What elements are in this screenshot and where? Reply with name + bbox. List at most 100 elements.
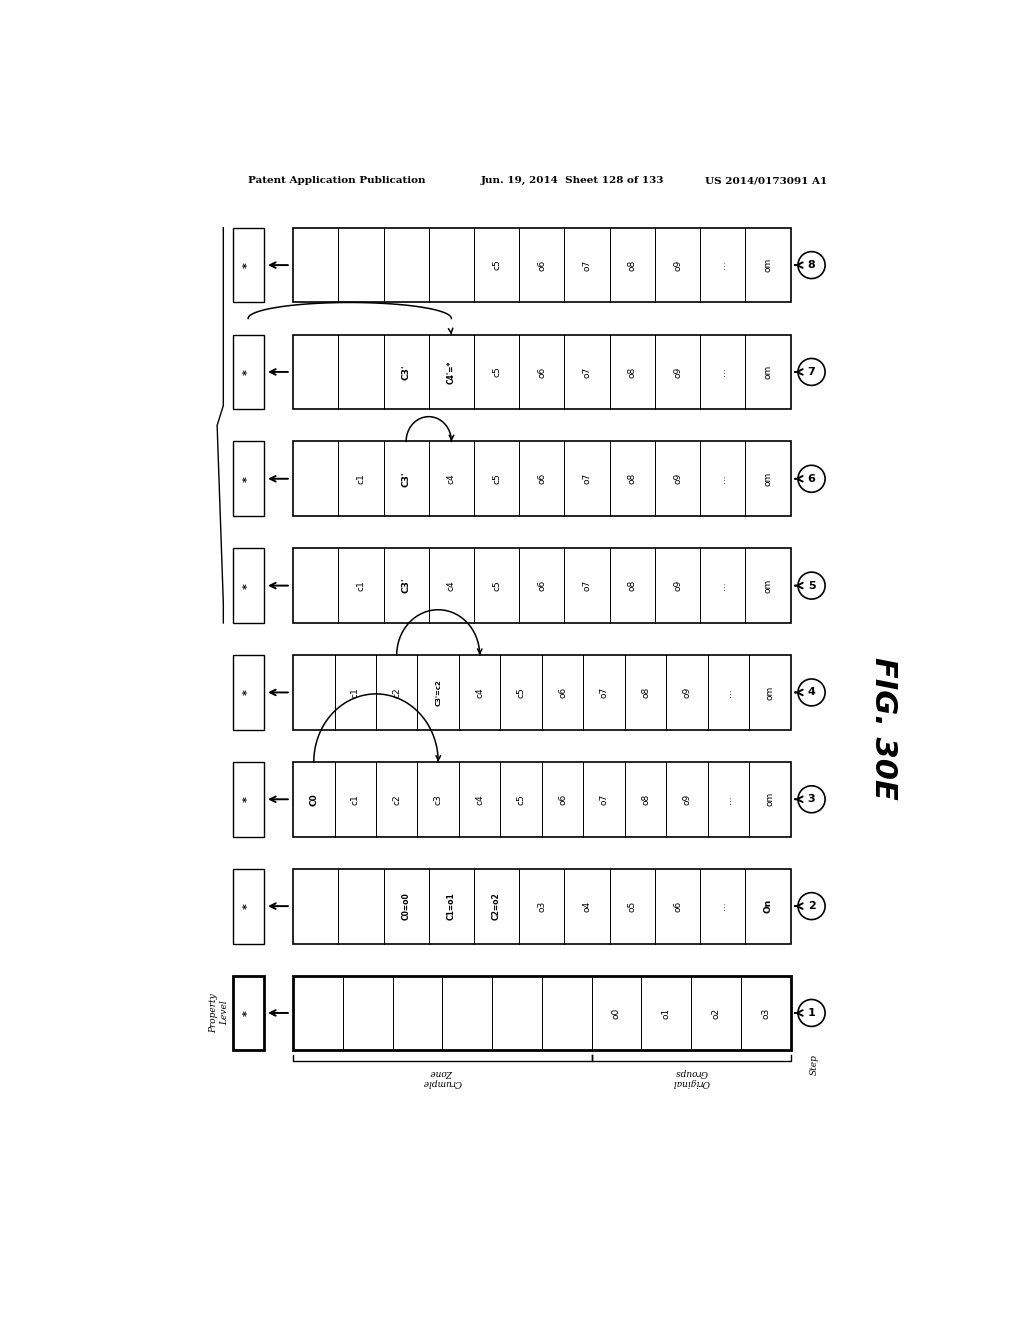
Text: C3': C3': [401, 364, 411, 380]
Text: C0: C0: [309, 793, 318, 805]
Text: c1: c1: [351, 688, 359, 698]
Text: om: om: [764, 471, 772, 486]
Text: o3: o3: [761, 1007, 770, 1019]
Text: om: om: [764, 578, 772, 593]
Bar: [232, 869, 263, 944]
Text: om: om: [764, 364, 772, 379]
Text: c3: c3: [434, 793, 442, 805]
Text: Original
Groups: Original Groups: [673, 1068, 710, 1088]
Text: o9: o9: [682, 686, 691, 698]
Bar: [293, 655, 791, 730]
Text: o8: o8: [628, 579, 637, 591]
Text: C3': C3': [401, 471, 411, 487]
Text: ...: ...: [718, 474, 727, 483]
Bar: [293, 869, 791, 944]
Text: Jun. 19, 2014  Sheet 128 of 133: Jun. 19, 2014 Sheet 128 of 133: [480, 176, 664, 185]
Bar: [232, 228, 263, 302]
Text: o7: o7: [599, 686, 608, 698]
Text: o9: o9: [682, 793, 691, 805]
Text: o6: o6: [538, 367, 547, 378]
Text: C3'=c2: C3'=c2: [435, 678, 441, 706]
Text: c1: c1: [351, 793, 359, 805]
Text: o8: o8: [641, 793, 650, 805]
Text: om: om: [765, 685, 774, 700]
Text: c2: c2: [392, 688, 401, 698]
Text: C2=o2: C2=o2: [493, 892, 501, 920]
Text: 2: 2: [808, 902, 815, 911]
Text: o3: o3: [538, 900, 547, 912]
Text: ...: ...: [724, 795, 733, 804]
Text: o7: o7: [583, 473, 592, 484]
Text: ...: ...: [724, 688, 733, 697]
Text: 4: 4: [808, 688, 815, 697]
Text: On: On: [764, 899, 772, 913]
Text: o0: o0: [612, 1007, 621, 1019]
Text: c1: c1: [356, 581, 366, 591]
Bar: [293, 228, 791, 302]
Text: 8: 8: [808, 260, 815, 271]
Text: c5: c5: [493, 581, 501, 591]
Text: c4: c4: [475, 688, 484, 698]
Text: c2: c2: [392, 793, 401, 805]
Text: c5: c5: [517, 793, 525, 805]
Text: US 2014/0173091 A1: US 2014/0173091 A1: [706, 176, 827, 185]
Text: 3: 3: [808, 795, 815, 804]
Bar: [293, 548, 791, 623]
Text: ...: ...: [718, 902, 727, 911]
Text: o9: o9: [673, 473, 682, 484]
Text: 5: 5: [808, 581, 815, 590]
Bar: [293, 334, 791, 409]
Text: o8: o8: [628, 473, 637, 484]
Bar: [232, 975, 263, 1051]
Text: o6: o6: [558, 793, 567, 805]
Text: c5: c5: [493, 367, 501, 378]
Text: c5: c5: [493, 260, 501, 271]
Text: o9: o9: [673, 260, 682, 271]
Bar: [232, 441, 263, 516]
Text: ...: ...: [718, 367, 727, 376]
Text: *: *: [243, 796, 253, 803]
Text: 7: 7: [808, 367, 815, 378]
Text: C0=o0: C0=o0: [401, 892, 411, 920]
Text: c5: c5: [517, 688, 525, 698]
Text: c4: c4: [446, 474, 456, 484]
Text: *: *: [243, 475, 253, 482]
Text: c1: c1: [356, 474, 366, 484]
Text: o9: o9: [673, 579, 682, 591]
Text: c4: c4: [475, 793, 484, 805]
Text: *: *: [243, 903, 253, 909]
Text: o7: o7: [583, 260, 592, 271]
Text: FIG. 30E: FIG. 30E: [869, 657, 898, 800]
Bar: [232, 548, 263, 623]
Text: om: om: [765, 792, 774, 807]
Text: 1: 1: [808, 1008, 815, 1018]
Text: o2: o2: [712, 1007, 721, 1019]
Text: Step: Step: [810, 1055, 819, 1074]
Text: o6: o6: [538, 260, 547, 271]
Bar: [232, 655, 263, 730]
Text: o5: o5: [628, 900, 637, 912]
Bar: [293, 441, 791, 516]
Text: *: *: [243, 1010, 253, 1016]
Text: Patent Application Publication: Patent Application Publication: [248, 176, 426, 185]
Text: ...: ...: [718, 581, 727, 590]
Text: o8: o8: [628, 260, 637, 271]
Text: c4: c4: [446, 581, 456, 591]
Text: o8: o8: [628, 367, 637, 378]
Text: C1=o1: C1=o1: [446, 892, 456, 920]
Text: o1: o1: [662, 1007, 671, 1019]
Text: *: *: [243, 370, 253, 375]
Bar: [293, 975, 791, 1051]
Text: *: *: [243, 582, 253, 589]
Text: o8: o8: [641, 686, 650, 698]
Text: C4'=*: C4'=*: [446, 360, 456, 384]
Text: o9: o9: [673, 367, 682, 378]
Text: Property
Level: Property Level: [209, 993, 228, 1032]
Text: ...: ...: [718, 261, 727, 269]
Text: o6: o6: [558, 686, 567, 698]
Text: Crumple
Zone: Crumple Zone: [423, 1068, 462, 1088]
Bar: [232, 334, 263, 409]
Text: *: *: [243, 689, 253, 696]
Bar: [232, 762, 263, 837]
Text: o7: o7: [583, 367, 592, 378]
